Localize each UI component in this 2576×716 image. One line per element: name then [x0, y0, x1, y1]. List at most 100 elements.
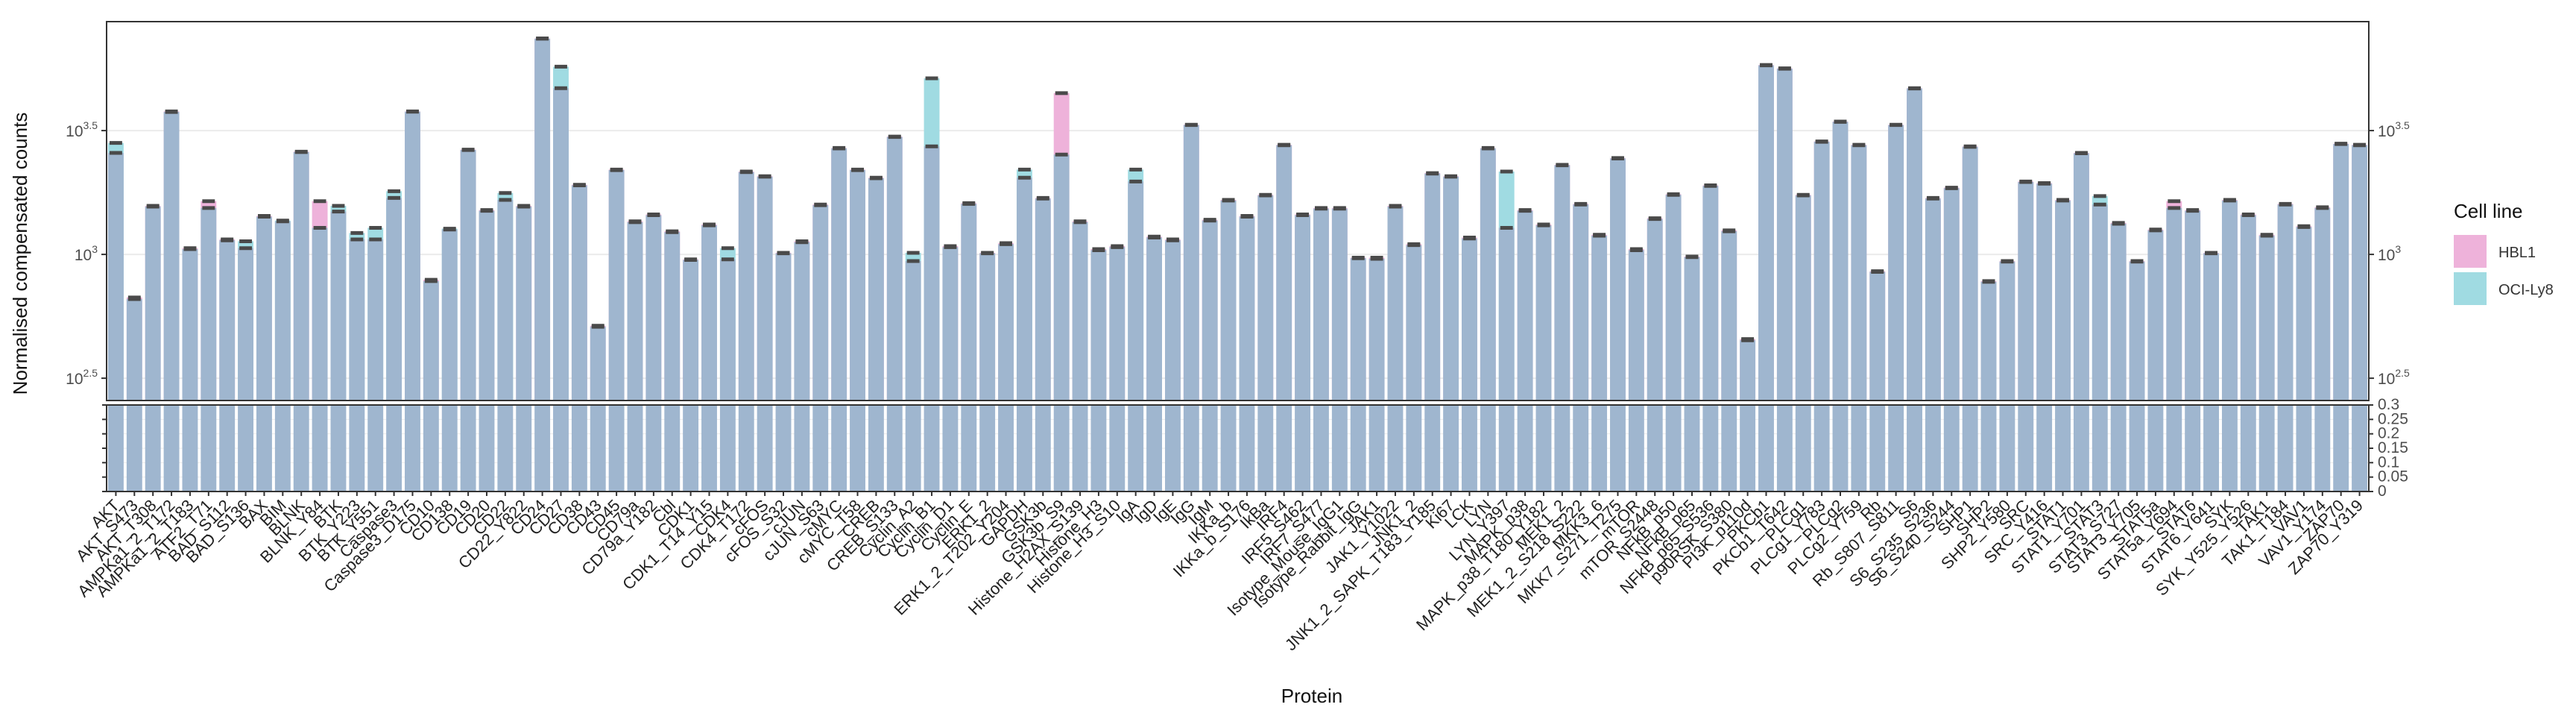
- bar: [2240, 215, 2256, 401]
- lower-panel-border: [106, 404, 2370, 492]
- bar: [2018, 182, 2034, 401]
- bar-lower: [775, 405, 792, 492]
- bar-lower: [405, 405, 420, 492]
- bar: [1869, 271, 1886, 401]
- bar: [1647, 219, 1663, 401]
- bar: [1832, 122, 1849, 401]
- bar-lower: [905, 405, 921, 492]
- y-tick-label: 103.5: [66, 119, 98, 140]
- bar-lower: [1647, 405, 1663, 492]
- bar-lower: [238, 405, 254, 492]
- bar: [516, 206, 532, 401]
- bar-lower: [1498, 405, 1515, 492]
- bar-lower: [2240, 405, 2256, 492]
- bar: [794, 242, 810, 401]
- bar-lower: [794, 405, 810, 492]
- legend-title: Cell line: [2454, 200, 2523, 222]
- bar-lower: [590, 405, 606, 492]
- legend-key: [2454, 235, 2487, 268]
- bar: [2277, 204, 2294, 401]
- bar-lower: [497, 405, 514, 492]
- bar-lower: [1090, 405, 1107, 492]
- bar: [1795, 195, 1811, 401]
- bar: [886, 136, 903, 401]
- bar: [386, 198, 402, 401]
- bar: [1498, 227, 1515, 401]
- bar-lower: [1573, 405, 1589, 492]
- bar-lower: [1517, 405, 1533, 492]
- bar-lower: [1350, 405, 1366, 492]
- bar-lower: [330, 405, 347, 492]
- y-tick-label: 102.5: [66, 367, 98, 388]
- bar-lower: [460, 405, 476, 492]
- tick-exponent: 3.5: [2395, 119, 2410, 131]
- bar-lower: [107, 405, 124, 492]
- bar-lower: [1776, 405, 1793, 492]
- bar: [1072, 222, 1088, 401]
- bar-lower: [1239, 405, 1255, 492]
- y-tick-label: 0.3: [2378, 396, 2399, 413]
- bar-lower: [719, 405, 736, 492]
- bar-lower: [1813, 405, 1830, 492]
- bar-lower: [1962, 405, 1978, 492]
- bar: [1406, 245, 1422, 401]
- bar: [1776, 69, 1793, 401]
- bar: [274, 221, 291, 401]
- bar: [868, 178, 884, 401]
- bar: [961, 204, 977, 401]
- bar-lower: [1035, 405, 1051, 492]
- bar: [2185, 210, 2201, 401]
- bar: [1016, 178, 1032, 401]
- legend-label: HBL1: [2498, 245, 2536, 261]
- bar-lower: [1109, 405, 1126, 492]
- bar: [201, 207, 217, 401]
- bar: [1090, 250, 1107, 401]
- bar: [1980, 281, 1997, 401]
- bar: [1702, 186, 1719, 401]
- bar: [590, 327, 606, 401]
- bar-lower: [1406, 405, 1422, 492]
- bar: [1331, 208, 1348, 401]
- bar-lower: [924, 405, 940, 492]
- bar-lower: [441, 405, 458, 492]
- bar-lower: [1684, 405, 1700, 492]
- bar: [1813, 142, 1830, 401]
- bar-lower: [886, 405, 903, 492]
- y-tick-label: 0.25: [2378, 410, 2408, 427]
- bar-lower: [163, 405, 180, 492]
- bar-lower: [2018, 405, 2034, 492]
- bar: [1610, 158, 1626, 401]
- bar: [1443, 176, 1459, 401]
- bar: [850, 170, 865, 401]
- bar: [479, 210, 495, 401]
- bar-lower: [2258, 405, 2275, 492]
- bar-lower: [1795, 405, 1811, 492]
- bar: [2110, 223, 2127, 401]
- bar-lower: [1554, 405, 1570, 492]
- bar: [497, 200, 514, 401]
- bar-lower: [2036, 405, 2053, 492]
- tick-base: 10: [66, 123, 83, 140]
- bar-lower: [1480, 405, 1496, 492]
- bar: [2036, 183, 2053, 401]
- bar-lower: [1072, 405, 1088, 492]
- bar: [701, 225, 717, 401]
- bar: [942, 247, 959, 401]
- bar-lower: [645, 405, 662, 492]
- bar: [2352, 145, 2368, 401]
- bar-lower: [1999, 405, 2015, 492]
- y-tick-label: 0.05: [2378, 468, 2408, 486]
- bar: [1053, 154, 1070, 401]
- y-tick-label: 0.15: [2378, 439, 2408, 456]
- bar: [238, 248, 254, 401]
- bar-lower: [1424, 405, 1441, 492]
- bar: [1888, 125, 1904, 401]
- bar-lower: [2296, 405, 2312, 492]
- bar: [330, 211, 347, 401]
- bar: [553, 88, 569, 401]
- bar-lower: [1387, 405, 1404, 492]
- legend-label: OCI-Ly8: [2498, 282, 2554, 298]
- tick-exponent: 2.5: [2395, 367, 2410, 379]
- bar-lower: [1851, 405, 1867, 492]
